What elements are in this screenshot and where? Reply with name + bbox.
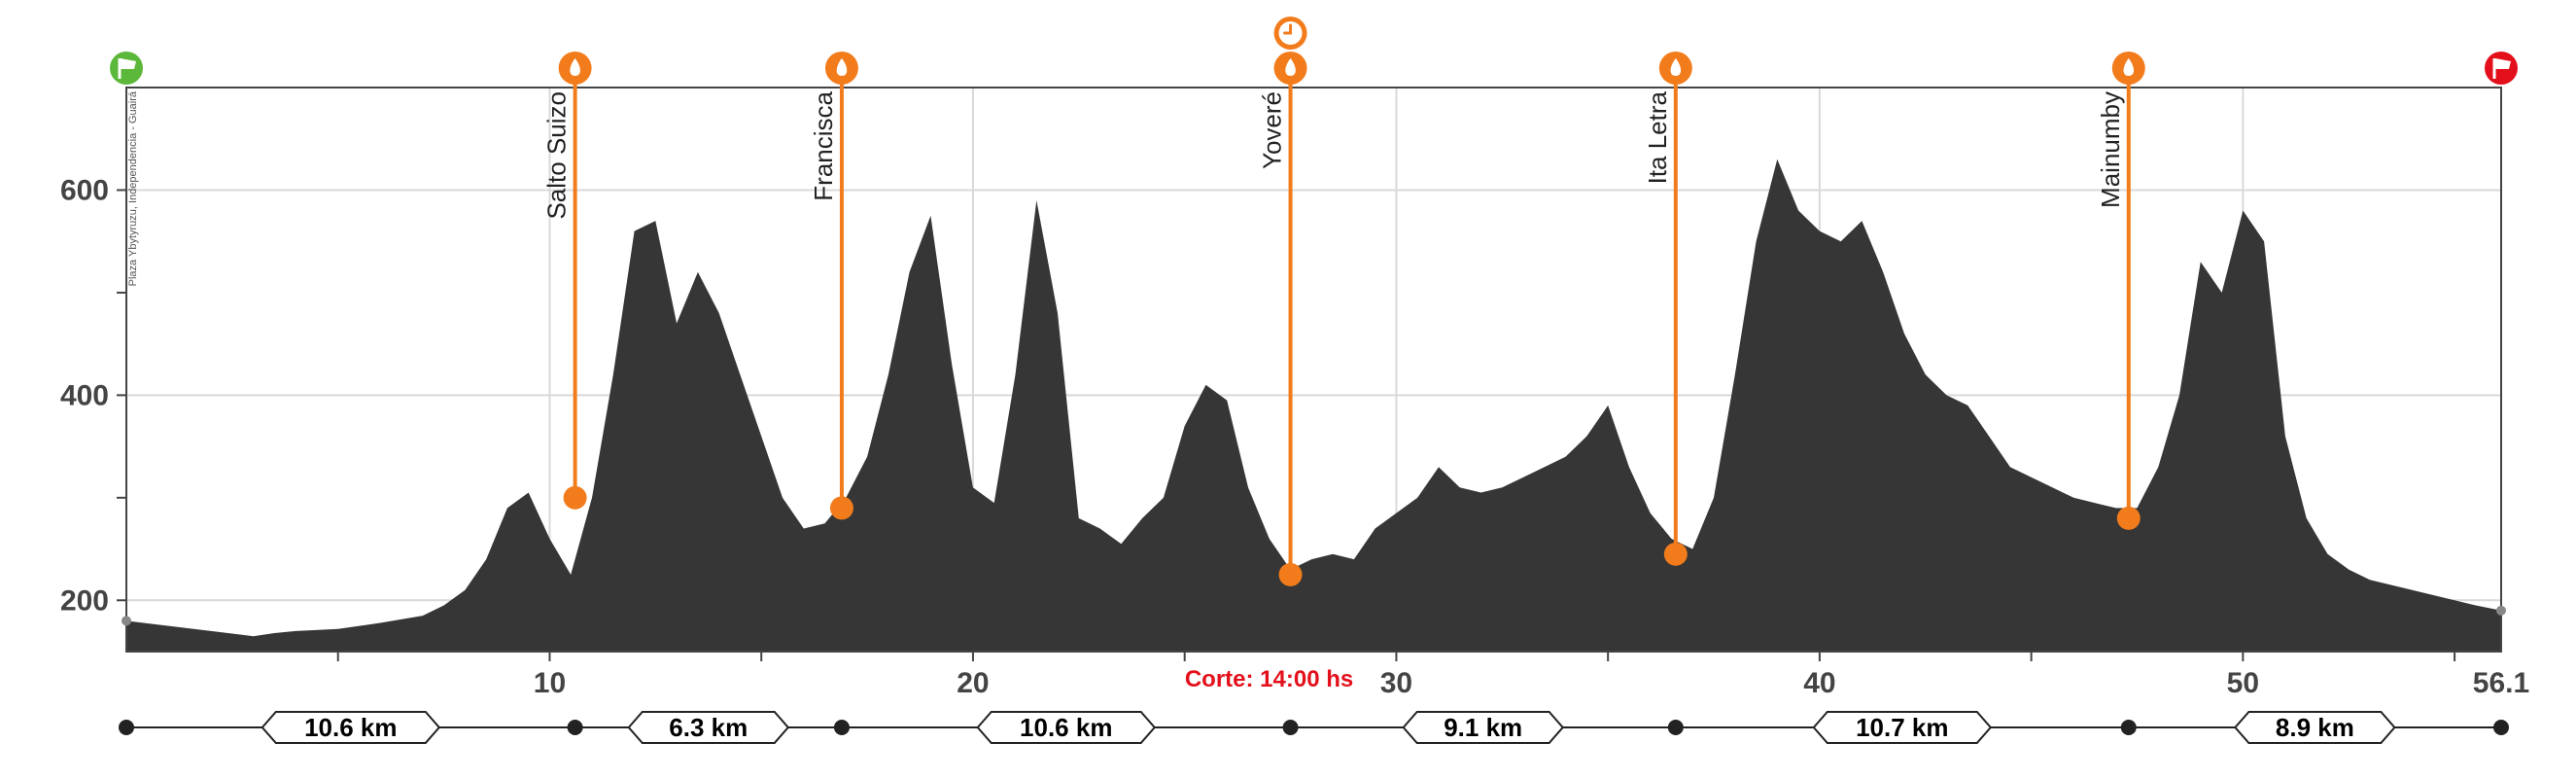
elevation-area xyxy=(126,159,2501,653)
water-drop-icon-glyph xyxy=(570,58,580,76)
waypoint-dot xyxy=(563,485,587,510)
waypoint-label: Francisca xyxy=(809,90,838,200)
segment-node xyxy=(567,720,583,735)
waypoint-dot xyxy=(1663,542,1688,566)
y-axis: 200 400 600 xyxy=(60,174,126,617)
segment-badge xyxy=(1812,711,1993,744)
water-drop-icon-glyph xyxy=(1670,58,1682,76)
water-drop-icon-glyph xyxy=(836,58,848,76)
segment-node xyxy=(2120,720,2137,735)
segment-badge xyxy=(627,711,790,744)
x-tick-label: 30 xyxy=(1380,667,1412,699)
green-flag-icon xyxy=(110,52,143,85)
start-dot xyxy=(122,616,131,626)
y-tick-label: 600 xyxy=(60,174,109,206)
x-end-label: 56.1 xyxy=(2473,667,2529,699)
water-drop-icon-glyph xyxy=(1285,58,1296,76)
segment-node xyxy=(1667,720,1684,735)
waypoint-label: Yoveré xyxy=(1258,91,1287,169)
x-tick-label: 10 xyxy=(534,667,566,699)
segment-distance-label: 10.6 km xyxy=(304,713,397,742)
clock-icon xyxy=(1273,17,1307,50)
segment-distance-label: 6.3 km xyxy=(669,713,748,742)
finish-dot xyxy=(2496,605,2506,616)
green-flag-icon-cloth xyxy=(121,58,136,69)
water-drop-icon xyxy=(824,52,858,85)
segment-distance-label: 10.6 km xyxy=(1020,713,1112,742)
waypoint-label: Salto Suizo xyxy=(542,91,572,220)
segment-distance-label: 10.7 km xyxy=(1856,713,1948,742)
x-axis: 10 20 30 40 50 56.1 xyxy=(336,652,2529,699)
waypoint-dot xyxy=(1278,562,1303,586)
waypoint-dot xyxy=(2116,506,2141,530)
water-drop-icon xyxy=(2111,52,2145,85)
waypoint-label: Ita Letra xyxy=(1643,90,1672,184)
red-flag-icon-cloth xyxy=(2495,58,2511,69)
segment-distance-label: 9.1 km xyxy=(1444,713,1522,742)
segment-node xyxy=(1282,720,1299,735)
waypoint-label: Mainumby xyxy=(2096,91,2125,208)
start-location-label: Plaza Ybytyruzu, Independencia - Guairá xyxy=(127,90,139,286)
segment-node xyxy=(833,720,850,735)
water-drop-icon xyxy=(1658,52,1692,85)
water-drop-icon xyxy=(558,52,592,85)
segment-node xyxy=(2493,720,2509,735)
waypoints: Salto Suizo Francisca Yoveré Ita Letra Mainu… xyxy=(542,17,2145,586)
y-tick-label: 200 xyxy=(60,584,109,617)
segment-bar: 10.6 km 6.3 km 10.6 km 9.1 km 10.7 km 8.9 km xyxy=(119,711,2509,744)
water-drop-icon xyxy=(1273,52,1307,85)
segment-badge xyxy=(2234,711,2396,744)
plot-frame xyxy=(125,87,2502,653)
cutoff-time-label: Corte: 14:00 hs xyxy=(1185,666,1353,692)
x-tick-label: 20 xyxy=(957,667,989,699)
segment-badge xyxy=(1402,711,1565,744)
y-tick-label: 400 xyxy=(60,379,109,411)
waypoint-dot xyxy=(829,496,853,520)
x-tick-label: 50 xyxy=(2227,667,2259,699)
segment-badge xyxy=(261,711,441,744)
x-tick-label: 40 xyxy=(1803,667,1835,699)
red-flag-icon xyxy=(2485,52,2518,85)
endpoint-markers xyxy=(110,52,2518,626)
segment-distance-label: 8.9 km xyxy=(2276,713,2354,742)
segment-node xyxy=(119,720,134,735)
water-drop-icon-glyph xyxy=(2123,58,2135,76)
segment-badge xyxy=(976,711,1157,744)
